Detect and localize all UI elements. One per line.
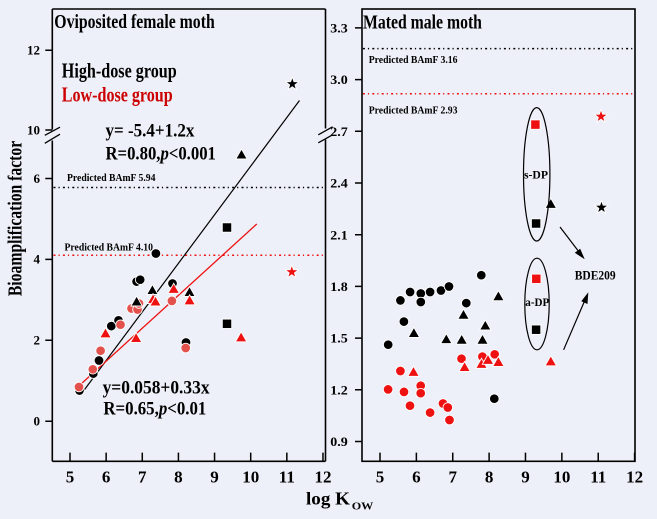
svg-text:8: 8 — [174, 468, 183, 487]
svg-text:12: 12 — [626, 468, 643, 487]
svg-text:Bioamplification factor: Bioamplification factor — [4, 141, 26, 296]
svg-text:Predicted BAmF 4.10: Predicted BAmF 4.10 — [65, 242, 153, 253]
svg-text:10: 10 — [27, 122, 40, 137]
svg-text:7: 7 — [448, 468, 457, 487]
svg-text:5: 5 — [66, 468, 75, 487]
svg-text:4: 4 — [34, 252, 41, 267]
svg-text:y=0.058+0.33x: y=0.058+0.33x — [103, 377, 211, 398]
svg-text:5: 5 — [376, 468, 385, 487]
svg-text:Predicted BAmF 5.94: Predicted BAmF 5.94 — [67, 173, 155, 184]
svg-text:0: 0 — [34, 414, 41, 429]
svg-text:a-DP: a-DP — [525, 296, 549, 308]
svg-text:7: 7 — [138, 468, 147, 487]
svg-text:R=0.80,p<0.001: R=0.80,p<0.001 — [106, 143, 216, 164]
svg-text:3.3: 3.3 — [330, 21, 348, 35]
svg-text:0.9: 0.9 — [330, 435, 348, 449]
svg-text:10: 10 — [242, 468, 259, 487]
svg-text:y= -5.4+1.2x: y= -5.4+1.2x — [106, 120, 195, 141]
svg-text:R=0.65,p<0.01: R=0.65,p<0.01 — [103, 398, 206, 419]
svg-text:BDE209: BDE209 — [575, 268, 616, 283]
svg-text:3.0: 3.0 — [330, 73, 348, 87]
svg-text:11: 11 — [590, 468, 606, 487]
svg-text:2.4: 2.4 — [330, 176, 348, 190]
svg-text:6: 6 — [412, 468, 421, 487]
svg-text:s-DP: s-DP — [524, 167, 548, 181]
svg-text:1.2: 1.2 — [330, 383, 348, 397]
svg-text:Predicted BAmF 2.93: Predicted BAmF 2.93 — [369, 105, 458, 116]
svg-text:12: 12 — [314, 468, 331, 487]
svg-text:High-dose group: High-dose group — [62, 59, 177, 83]
svg-text:Mated male moth: Mated male moth — [363, 11, 482, 33]
svg-text:8: 8 — [485, 468, 494, 487]
svg-text:9: 9 — [210, 468, 219, 487]
svg-text:9: 9 — [521, 468, 530, 487]
svg-text:1.5: 1.5 — [330, 331, 348, 345]
svg-text:Low-dose group: Low-dose group — [62, 83, 173, 107]
svg-text:6: 6 — [102, 468, 111, 487]
svg-text:log K: log K — [306, 489, 351, 508]
svg-text:Predicted BAmF 3.16: Predicted BAmF 3.16 — [369, 55, 458, 66]
svg-text:2.1: 2.1 — [330, 228, 348, 242]
svg-text:6: 6 — [34, 171, 41, 186]
svg-text:12: 12 — [27, 43, 40, 58]
svg-text:2: 2 — [34, 333, 41, 348]
svg-text:10: 10 — [553, 468, 570, 487]
svg-text:Oviposited female moth: Oviposited female moth — [54, 11, 215, 33]
svg-text:11: 11 — [279, 468, 295, 487]
svg-text:2.7: 2.7 — [330, 124, 348, 138]
svg-text:1.8: 1.8 — [330, 280, 348, 294]
svg-text:OW: OW — [352, 500, 374, 512]
